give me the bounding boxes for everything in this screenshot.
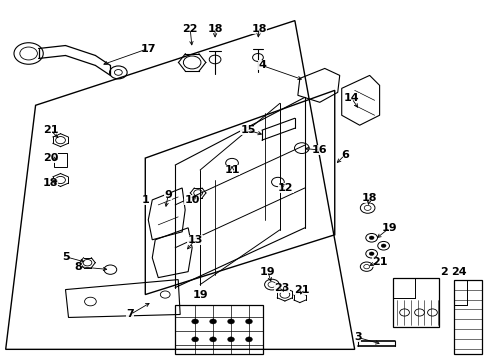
Text: 15: 15 xyxy=(240,125,255,135)
Text: 1: 1 xyxy=(141,195,149,205)
Circle shape xyxy=(191,337,198,342)
Text: 6: 6 xyxy=(340,150,348,160)
Circle shape xyxy=(368,236,373,239)
Circle shape xyxy=(191,319,198,324)
Text: 18: 18 xyxy=(207,24,223,33)
Circle shape xyxy=(380,244,385,248)
Text: 4: 4 xyxy=(258,60,265,71)
Text: 8: 8 xyxy=(75,262,82,272)
Text: 17: 17 xyxy=(140,44,156,54)
Text: 20: 20 xyxy=(43,153,58,163)
Text: 19: 19 xyxy=(381,223,397,233)
Text: 5: 5 xyxy=(61,252,69,262)
Text: 22: 22 xyxy=(182,24,198,33)
Text: 9: 9 xyxy=(164,190,172,200)
Circle shape xyxy=(245,337,252,342)
Text: 16: 16 xyxy=(311,145,327,155)
Text: 21: 21 xyxy=(43,125,58,135)
Circle shape xyxy=(227,319,234,324)
Circle shape xyxy=(368,252,373,256)
Text: 23: 23 xyxy=(274,283,289,293)
Text: 21: 21 xyxy=(371,257,386,267)
Text: 21: 21 xyxy=(293,284,309,294)
Circle shape xyxy=(209,337,216,342)
Text: 18: 18 xyxy=(251,24,266,33)
Text: 14: 14 xyxy=(343,93,359,103)
Text: 12: 12 xyxy=(278,183,293,193)
Circle shape xyxy=(209,319,216,324)
Text: 19: 19 xyxy=(192,289,207,300)
Circle shape xyxy=(245,319,252,324)
Text: 11: 11 xyxy=(224,165,239,175)
Text: 10: 10 xyxy=(184,195,200,205)
Text: 19: 19 xyxy=(260,267,275,276)
Text: 18: 18 xyxy=(361,193,377,203)
Text: 24: 24 xyxy=(450,267,466,276)
Text: 18: 18 xyxy=(43,178,58,188)
Circle shape xyxy=(227,337,234,342)
Text: 13: 13 xyxy=(187,235,203,245)
Bar xyxy=(54,153,67,167)
Text: 3: 3 xyxy=(353,332,361,342)
Text: 2: 2 xyxy=(440,267,447,276)
Text: 7: 7 xyxy=(126,310,134,319)
